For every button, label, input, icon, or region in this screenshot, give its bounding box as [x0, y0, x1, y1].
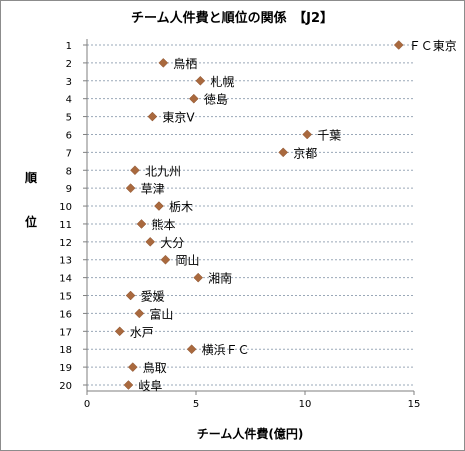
y-axis-title-1: 順 [24, 170, 38, 185]
tick-label-y-5: 5 [66, 113, 72, 124]
tick-label-y-16: 16 [59, 309, 72, 320]
data-point-1 [393, 40, 404, 50]
tick-label-y-13: 13 [59, 256, 72, 267]
data-point-3 [195, 75, 206, 86]
x-axis-title: チーム人件費(億円) [197, 426, 304, 441]
point-label-17: 水戸 [130, 325, 154, 339]
point-label-1: ＦＣ東京 [409, 39, 457, 53]
tick-label-y-9: 9 [66, 184, 72, 195]
point-label-7: 京都 [293, 146, 317, 160]
y-axis-title-2: 位 [25, 214, 37, 229]
point-label-19: 鳥取 [143, 360, 167, 375]
gridlines [87, 44, 414, 386]
point-label-11: 熊本 [152, 217, 176, 232]
point-label-9: 草津 [141, 182, 165, 196]
tick-label-y-1: 1 [66, 41, 72, 52]
data-point-19 [127, 362, 138, 372]
data-point-14 [193, 272, 204, 283]
point-label-4: 徳島 [204, 92, 228, 107]
tick-label-y-6: 6 [66, 130, 72, 141]
point-label-2: 鳥栖 [173, 56, 197, 71]
tick-label-y-19: 19 [59, 363, 72, 374]
point-label-8: 北九州 [145, 164, 181, 178]
point-label-10: 栃木 [169, 200, 193, 214]
data-point-20 [123, 380, 134, 390]
data-point-8 [130, 165, 140, 176]
tick-label-y-15: 15 [59, 292, 72, 303]
point-label-13: 岡山 [175, 254, 199, 268]
tick-label-x-15: 15 [408, 399, 421, 410]
data-point-10 [154, 201, 164, 211]
point-label-16: 富山 [149, 306, 173, 321]
data-point-13 [160, 254, 171, 265]
data-point-5 [147, 111, 158, 122]
data-point-11 [136, 219, 147, 229]
tick-label-y-10: 10 [59, 202, 72, 213]
point-label-5: 東京V [162, 111, 195, 125]
tick-label-x-5: 5 [193, 399, 199, 410]
tick-label-y-11: 11 [59, 220, 72, 231]
data-points [114, 40, 404, 390]
tick-label-x-0: 0 [84, 399, 90, 410]
data-point-15 [125, 290, 136, 301]
tick-label-y-18: 18 [59, 345, 72, 356]
point-label-6: 千葉 [317, 128, 341, 142]
data-point-16 [134, 308, 145, 319]
point-label-20: 岐阜 [138, 379, 162, 393]
data-point-2 [158, 58, 169, 68]
axes [83, 39, 415, 395]
data-point-12 [145, 236, 156, 247]
tick-label-y-14: 14 [59, 274, 72, 285]
tick-label-y-12: 12 [59, 238, 72, 249]
data-point-7 [278, 147, 289, 158]
tick-label-y-4: 4 [66, 95, 72, 106]
data-point-17 [114, 326, 125, 337]
point-label-18: 横浜ＦＣ [202, 343, 250, 357]
tick-label-y-7: 7 [66, 148, 72, 159]
chart-title: チーム人件費と順位の関係 【J2】 [131, 10, 333, 26]
tick-label-y-3: 3 [66, 77, 72, 88]
tick-label-y-20: 20 [59, 381, 72, 392]
data-point-9 [125, 183, 136, 194]
point-label-14: 湘南 [208, 271, 232, 286]
tick-label-x-10: 10 [299, 399, 312, 410]
point-label-12: 大分 [160, 236, 184, 250]
point-label-15: 愛媛 [141, 290, 165, 304]
point-label-3: 札幌 [210, 74, 234, 89]
data-point-18 [186, 344, 197, 355]
data-point-6 [302, 129, 313, 140]
tick-label-y-17: 17 [59, 327, 72, 338]
tick-label-y-2: 2 [66, 59, 72, 70]
tick-label-y-8: 8 [66, 166, 72, 177]
data-point-4 [188, 93, 199, 104]
